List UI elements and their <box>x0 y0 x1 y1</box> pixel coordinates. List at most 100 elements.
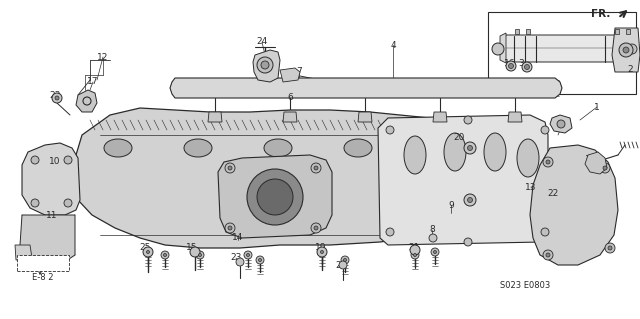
Circle shape <box>411 251 419 259</box>
Polygon shape <box>208 112 222 122</box>
Circle shape <box>429 234 437 242</box>
Circle shape <box>619 43 633 57</box>
Text: 13: 13 <box>525 182 537 191</box>
Text: 7: 7 <box>296 68 302 77</box>
Ellipse shape <box>104 139 132 157</box>
Text: 16: 16 <box>504 58 516 68</box>
Polygon shape <box>585 152 607 174</box>
Circle shape <box>467 145 472 151</box>
Circle shape <box>464 238 472 246</box>
Text: 24: 24 <box>257 38 268 47</box>
Text: 19: 19 <box>316 243 327 253</box>
Circle shape <box>467 197 472 203</box>
Circle shape <box>198 254 202 256</box>
Text: 22: 22 <box>547 189 559 197</box>
Text: 26: 26 <box>335 261 347 270</box>
Circle shape <box>541 126 549 134</box>
Circle shape <box>525 64 529 70</box>
Circle shape <box>431 248 439 256</box>
Circle shape <box>244 251 252 259</box>
Circle shape <box>608 246 612 250</box>
Circle shape <box>541 228 549 236</box>
Circle shape <box>433 250 436 254</box>
Circle shape <box>259 258 262 262</box>
Circle shape <box>228 226 232 230</box>
Circle shape <box>413 254 417 256</box>
Circle shape <box>190 247 200 257</box>
Circle shape <box>143 247 153 257</box>
Polygon shape <box>253 50 280 82</box>
Circle shape <box>261 61 269 69</box>
Circle shape <box>341 256 349 264</box>
Text: S023 E0803: S023 E0803 <box>500 280 550 290</box>
Polygon shape <box>378 115 548 245</box>
Ellipse shape <box>444 133 466 171</box>
Text: 23: 23 <box>230 254 242 263</box>
Polygon shape <box>612 28 640 72</box>
Ellipse shape <box>484 133 506 171</box>
Circle shape <box>464 194 476 206</box>
Polygon shape <box>515 29 519 34</box>
Polygon shape <box>626 38 638 58</box>
Circle shape <box>257 179 293 215</box>
Polygon shape <box>280 68 300 82</box>
Circle shape <box>623 47 629 53</box>
Text: 1: 1 <box>594 102 600 112</box>
Circle shape <box>492 43 504 55</box>
Circle shape <box>464 116 472 124</box>
Text: 17: 17 <box>87 78 99 86</box>
Text: 2: 2 <box>627 65 633 75</box>
Circle shape <box>196 251 204 259</box>
Circle shape <box>344 258 346 262</box>
Circle shape <box>163 254 166 256</box>
Text: 10: 10 <box>49 158 61 167</box>
Text: 4: 4 <box>390 41 396 49</box>
Circle shape <box>52 93 62 103</box>
Ellipse shape <box>264 139 292 157</box>
Circle shape <box>236 258 244 266</box>
Polygon shape <box>615 29 619 34</box>
Polygon shape <box>283 112 297 122</box>
Circle shape <box>228 166 232 170</box>
Text: 8: 8 <box>429 226 435 234</box>
Circle shape <box>605 243 615 253</box>
Circle shape <box>31 199 39 207</box>
Circle shape <box>410 245 420 255</box>
Circle shape <box>464 142 476 154</box>
Text: 18: 18 <box>585 155 596 165</box>
Polygon shape <box>550 115 572 133</box>
Circle shape <box>246 254 250 256</box>
Circle shape <box>225 223 235 233</box>
Circle shape <box>600 163 610 173</box>
Circle shape <box>546 160 550 164</box>
Circle shape <box>386 126 394 134</box>
Text: 11: 11 <box>46 211 58 219</box>
Polygon shape <box>170 78 562 98</box>
Text: 6: 6 <box>287 93 293 101</box>
Circle shape <box>161 251 169 259</box>
Text: 15: 15 <box>186 243 198 253</box>
Polygon shape <box>530 145 618 265</box>
Circle shape <box>31 156 39 164</box>
Circle shape <box>546 253 550 257</box>
Circle shape <box>144 248 152 256</box>
Circle shape <box>247 169 303 225</box>
Circle shape <box>147 250 150 254</box>
Text: 21: 21 <box>408 243 420 253</box>
Ellipse shape <box>517 139 539 177</box>
Text: 25: 25 <box>140 243 150 253</box>
Polygon shape <box>500 33 506 63</box>
Circle shape <box>543 157 553 167</box>
Text: 9: 9 <box>448 201 454 210</box>
Ellipse shape <box>404 136 426 174</box>
Polygon shape <box>76 90 97 112</box>
Polygon shape <box>22 143 80 215</box>
Ellipse shape <box>344 139 372 157</box>
Circle shape <box>386 228 394 236</box>
Circle shape <box>543 250 553 260</box>
Polygon shape <box>488 12 636 94</box>
Circle shape <box>64 156 72 164</box>
Text: 5: 5 <box>558 123 564 132</box>
Text: 20: 20 <box>453 132 465 142</box>
Polygon shape <box>15 245 32 260</box>
